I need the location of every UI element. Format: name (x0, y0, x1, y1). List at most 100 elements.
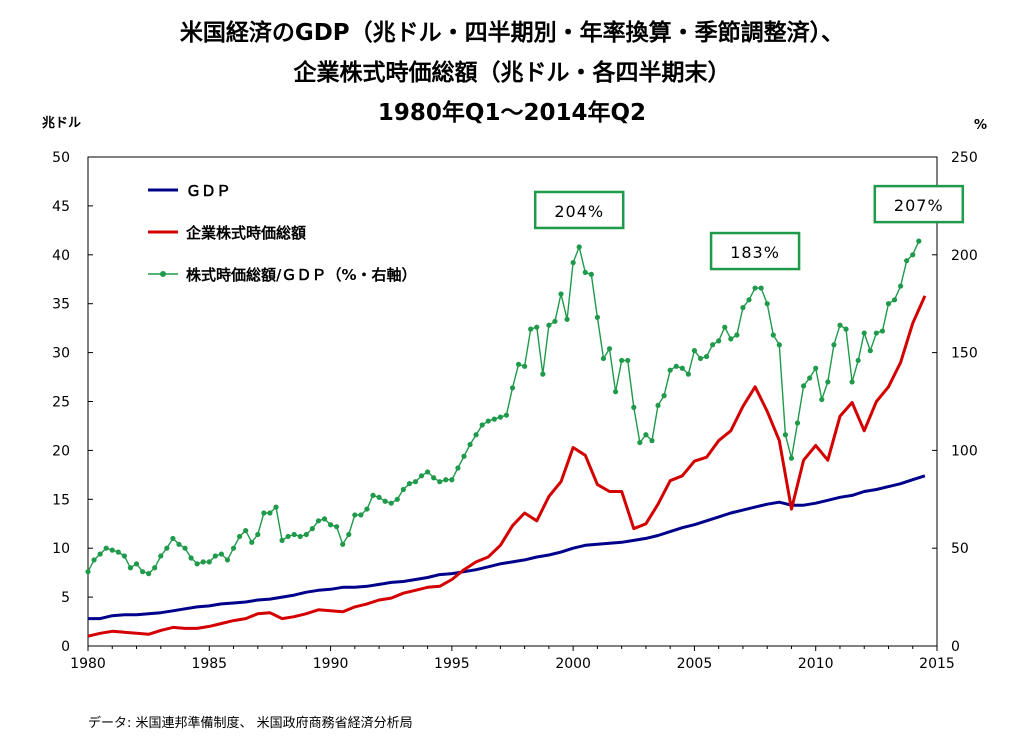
y-right-tick-label: 50 (951, 541, 969, 557)
series-3-point (346, 531, 352, 538)
series-3-point (904, 258, 910, 264)
series-3-point (449, 477, 455, 483)
y-left-tick-label: 15 (52, 492, 70, 508)
series-3-point (752, 285, 758, 291)
series-3-point (218, 551, 225, 557)
series-3-point (643, 432, 649, 438)
series-3-point (528, 326, 534, 332)
series-3-point (716, 338, 722, 344)
series-3-point (546, 322, 552, 328)
series-3-point (340, 541, 346, 547)
series-3-point (224, 557, 231, 563)
series-3-point (625, 357, 631, 364)
series-3-point (740, 305, 746, 311)
y-left-tick-label: 45 (52, 199, 70, 215)
y-left-tick-label: 25 (52, 395, 70, 411)
data-source-note: データ: 米国連邦準備制度、 米国政府商務省経済分析局 (88, 716, 413, 731)
series-3-point (703, 353, 710, 360)
y-axis-left-unit: 兆ドル (42, 116, 82, 131)
series-3-point (146, 571, 152, 577)
series-3-point (734, 332, 740, 338)
series-3-point (534, 324, 540, 330)
y-axis-right-unit: % (974, 118, 988, 133)
series-3-point (461, 453, 467, 459)
series-3-point (97, 551, 103, 557)
series-3-point (321, 516, 328, 522)
series-3-point (679, 365, 685, 371)
series-3-point (600, 355, 607, 362)
series-3-point (467, 441, 473, 448)
series-3-point (649, 438, 655, 444)
y-left-tick-label: 20 (52, 443, 70, 459)
series-3-point (491, 416, 497, 422)
series-3-point (182, 545, 188, 551)
series-3-point (85, 569, 91, 575)
y-right-tick-label: 0 (951, 639, 960, 655)
series-3-point (267, 510, 273, 516)
series-3-point (831, 342, 837, 348)
series-3-point (291, 531, 297, 538)
x-tick-label: 2015 (919, 656, 955, 672)
series-3-point (558, 291, 564, 297)
series-3-point (376, 494, 382, 500)
series-3-point (837, 322, 843, 328)
series-3-point (710, 342, 716, 348)
series-3-point (800, 383, 807, 389)
series-3-point (691, 348, 698, 354)
series-3-point (497, 414, 503, 420)
series-3-point (515, 361, 522, 367)
y-left-tick-label: 40 (52, 248, 70, 264)
series-3-point (843, 326, 849, 332)
y-left-tick-label: 0 (61, 639, 70, 655)
series-3-point (170, 535, 176, 542)
chart-title-line-1: 米国経済のGDP（兆ドル・四半期別・年率換算・季節調整済）、 (179, 20, 845, 46)
series-3-point (358, 512, 364, 518)
series-3-point (133, 561, 140, 567)
series-3-point (249, 539, 255, 545)
series-3-point (327, 522, 334, 528)
x-tick-label: 1990 (313, 656, 349, 672)
series-3-point (394, 496, 400, 502)
series-3-point (776, 342, 782, 348)
series-3-point (200, 559, 206, 565)
series-3-point (722, 324, 728, 330)
series-3-point (334, 524, 340, 530)
series-3-point (594, 314, 601, 320)
series-3-point (139, 569, 146, 575)
series-3-point (127, 565, 134, 571)
series-3-point (479, 422, 485, 428)
legend-label-2: 企業株式時価総額 (185, 224, 306, 242)
series-line-1 (88, 474, 926, 621)
series-3-point (237, 533, 243, 540)
series-3-point (891, 297, 898, 303)
annotation-box-1 (533, 190, 625, 230)
series-3-point (243, 527, 249, 534)
series-3-point (503, 412, 510, 418)
y-left-tick-label: 35 (52, 297, 70, 313)
series-3-point (885, 301, 892, 307)
x-tick-label: 2010 (798, 656, 834, 672)
series-3-point (612, 389, 619, 395)
series-3-point (473, 432, 479, 438)
series-3-point (431, 475, 437, 481)
series-3-point (564, 316, 570, 322)
x-tick-label: 2000 (555, 656, 591, 672)
series-3-point (764, 301, 770, 307)
series-3-point (303, 531, 309, 538)
series-3-point (382, 498, 388, 504)
series-3-point (728, 336, 734, 342)
series-3-point (619, 357, 625, 364)
series-3-point (849, 379, 855, 385)
chart-title-line-3: 1980年Q1～2014年Q2 (377, 100, 647, 126)
series-3-point (297, 533, 303, 540)
series-3-point (188, 555, 194, 561)
series-3-point (782, 432, 788, 438)
series-3-point (115, 549, 121, 555)
legend-label-3: 株式時価総額/ＧＤＰ（%・右軸） (186, 266, 417, 284)
series-3-point (261, 510, 267, 516)
y-left-tick-label: 5 (61, 590, 70, 606)
series-line-3 (87, 240, 920, 575)
series-3-point (685, 371, 691, 377)
series-3-point (425, 469, 431, 475)
series-3-point (667, 367, 673, 373)
